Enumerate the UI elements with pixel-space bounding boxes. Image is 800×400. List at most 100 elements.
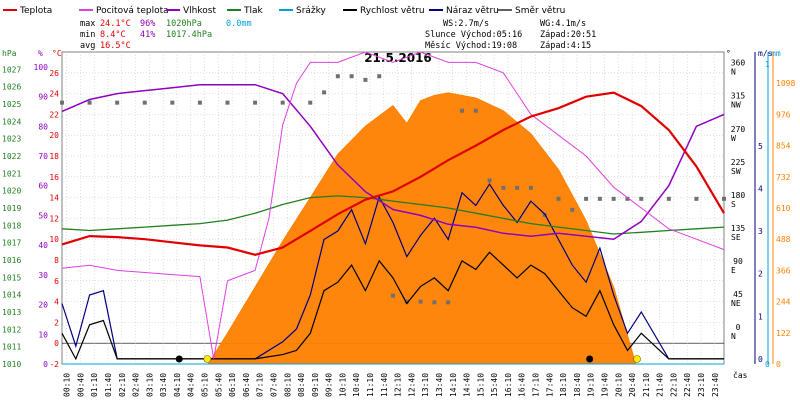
series-dir-point — [639, 196, 644, 201]
x-tick-label: 00:10 — [63, 373, 72, 397]
axis-pct-tick: 50 — [38, 211, 48, 220]
axis-hpa-tick: 1022 — [2, 152, 21, 161]
legend-label-0: Teplota — [19, 6, 52, 16]
stat-ws: WS:2.7m/s — [443, 19, 489, 29]
series-dir-point — [322, 90, 327, 95]
series-dir-point — [611, 196, 616, 201]
series-dir-point — [391, 293, 395, 298]
legend-label-1: Pocitová teplota — [96, 6, 169, 16]
series-dir-point — [528, 185, 533, 190]
series-dir-point — [349, 74, 354, 79]
axis-celsius-tick: 10 — [49, 235, 59, 244]
stat-min-hum: 41% — [140, 30, 155, 40]
stat-max-press: 1020hPa — [166, 19, 202, 29]
x-tick-label: 04:10 — [173, 373, 182, 397]
x-tick-label: 19:40 — [600, 373, 609, 397]
x-tick-label: 00:40 — [76, 373, 85, 397]
x-tick-label: 22:40 — [683, 373, 692, 397]
axis-ms-label: m/s — [758, 49, 773, 58]
series-humidity-line — [61, 83, 725, 240]
x-tick-label: 02:10 — [118, 373, 127, 397]
axis-hpa-tick: 1011 — [2, 343, 21, 352]
axis-dir-tick: N — [731, 332, 736, 341]
axis-deg-tick: 45 — [733, 290, 743, 299]
legend-label-7: Směr větru — [515, 6, 565, 16]
series-pressure-line — [61, 195, 725, 235]
stat-max-rain: 0.0mm — [226, 19, 252, 29]
axis-hpa-tick: 1025 — [2, 100, 21, 109]
axis-ms-tick: 1 — [758, 312, 763, 321]
series-dir-point — [473, 108, 478, 113]
legend-label-6: Náraz větru — [446, 6, 499, 16]
x-tick-label: 13:10 — [421, 373, 430, 397]
series-dir-point — [308, 100, 313, 105]
axis-wm2-tick: 610 — [776, 204, 791, 213]
legend-label-2: Vlhkost — [183, 6, 216, 16]
x-tick-label: 17:10 — [532, 373, 541, 397]
axis-hpa-tick: 1019 — [2, 204, 21, 213]
x-tick-label: 07:10 — [256, 373, 265, 397]
x-tick-label: 05:10 — [201, 373, 210, 397]
stat-max-temp: 24.1°C — [100, 19, 131, 29]
axis-pct-tick: 20 — [38, 301, 48, 310]
axis-celsius-tick: 0 — [54, 339, 59, 348]
series-dir-point — [170, 100, 175, 105]
axis-dir-tick: E — [731, 266, 736, 275]
axis-hpa-tick: 1023 — [2, 135, 21, 144]
x-tick-label: 20:10 — [614, 373, 623, 397]
x-tick-label: 12:10 — [394, 373, 403, 397]
series-dir-point — [253, 100, 258, 105]
stat-avg-temp: 16.5°C — [100, 41, 131, 51]
axis-hpa-tick: 1024 — [2, 117, 21, 126]
axis-pct-tick: 100 — [34, 63, 49, 72]
series-dir-point — [459, 108, 464, 113]
axis-ms-tick: 0 — [758, 355, 763, 364]
series-dir-point — [666, 196, 671, 201]
moonset-marker — [175, 355, 183, 363]
x-tick-label: 07:40 — [269, 373, 278, 397]
stat-sun-set: Západ:20:51 — [540, 30, 596, 40]
x-tick-label: 21:10 — [642, 373, 651, 397]
axis-celsius-tick: 8 — [54, 256, 59, 265]
stat-sun: Slunce Východ:05:16 — [425, 30, 522, 40]
series-dir-point — [501, 185, 506, 190]
series-dir-point — [418, 299, 423, 304]
series-feels-line — [61, 51, 725, 359]
series-dir-point — [142, 100, 147, 105]
axis-hpa-tick: 1027 — [2, 65, 21, 74]
x-tick-label: 23:10 — [697, 373, 706, 397]
x-tick-label: 08:40 — [297, 373, 306, 397]
axis-celsius-tick: 16 — [49, 173, 59, 182]
axis-dir-tick: S — [731, 200, 736, 209]
series-dir-point — [722, 196, 726, 201]
series-dir-point — [377, 74, 382, 79]
x-tick-label: 12:40 — [407, 373, 416, 397]
x-tick-label: 04:40 — [187, 373, 196, 397]
axis-celsius-tick: 26 — [49, 69, 59, 78]
x-tick-label: 03:40 — [159, 373, 168, 397]
stat-min-press: 1017.4hPa — [166, 30, 212, 40]
axis-ms-tick: 5 — [758, 142, 763, 151]
x-tick-label: 13:40 — [435, 373, 444, 397]
series-dir-point — [87, 100, 92, 105]
x-tick-label: 14:10 — [449, 373, 458, 397]
axis-hpa-tick: 1013 — [2, 308, 21, 317]
axis-ms-tick: 4 — [758, 184, 763, 193]
stat-avg-label: avg — [80, 41, 95, 51]
stat-moon-set: Západ:4:15 — [540, 41, 591, 51]
axis-hpa-label: hPa — [2, 49, 17, 58]
series-dir-point — [597, 196, 602, 201]
series-dir-point — [487, 178, 492, 183]
axis-celsius-tick: 20 — [49, 131, 59, 140]
x-tick-label: 17:40 — [545, 373, 554, 397]
axis-wm2-tick: 1098 — [776, 79, 795, 88]
x-tick-label: 16:40 — [518, 373, 527, 397]
axis-wm2-tick: 366 — [776, 266, 791, 275]
series-wind-line — [61, 251, 724, 361]
axis-wm2-tick: 976 — [776, 110, 791, 119]
axis-pct-tick: 90 — [38, 93, 48, 102]
x-tick-label: 05:40 — [214, 373, 223, 397]
axis-hpa-tick: 1020 — [2, 187, 21, 196]
x-tick-label: 14:40 — [463, 373, 472, 397]
